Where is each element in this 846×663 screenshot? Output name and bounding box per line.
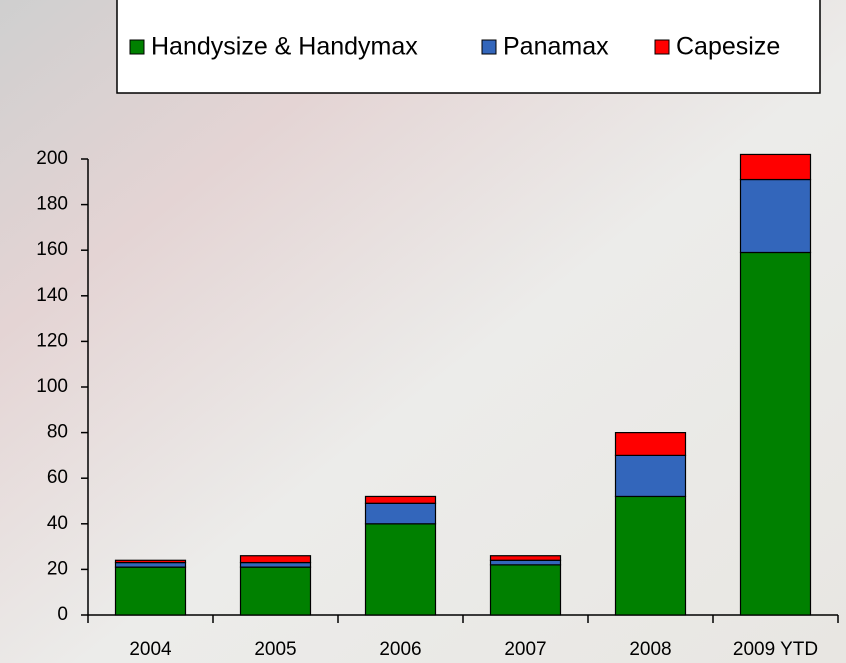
- y-tick-label: 140: [36, 285, 68, 306]
- bar-segment: [366, 503, 436, 524]
- bar-segment: [241, 556, 311, 563]
- y-tick-label: 180: [36, 194, 68, 215]
- y-tick-label: 100: [36, 376, 68, 397]
- bar-segment: [616, 433, 686, 456]
- y-tick-label: 40: [47, 513, 68, 534]
- bar-segment: [116, 567, 186, 615]
- legend-swatch: [482, 40, 496, 54]
- x-tick-label: 2008: [629, 639, 671, 660]
- x-tick-label: 2004: [129, 639, 172, 660]
- bar-segment: [241, 567, 311, 615]
- bar-segment: [491, 556, 561, 561]
- bar-segment: [241, 563, 311, 568]
- bar-segment: [116, 563, 186, 568]
- x-tick-label: 2007: [504, 639, 546, 660]
- bar-segment: [116, 560, 186, 562]
- legend-label: Panamax: [503, 33, 609, 61]
- bar-segment: [366, 496, 436, 503]
- chart: Handysize & Handymax Panamax Capesize 0 20 4…: [0, 0, 846, 663]
- y-tick-label: 20: [47, 558, 68, 579]
- y-tick-label: 0: [57, 604, 68, 625]
- bar-segment: [616, 496, 686, 615]
- legend-swatch: [130, 40, 144, 54]
- y-tick-label: 160: [36, 239, 68, 260]
- bar-segment: [741, 180, 811, 253]
- x-tick-label: 2009 YTD: [733, 639, 818, 660]
- bar-segment: [491, 565, 561, 615]
- y-tick-label: 200: [36, 148, 68, 169]
- x-tick-label: 2005: [254, 639, 296, 660]
- bar-segment: [741, 154, 811, 179]
- legend-swatch: [655, 40, 669, 54]
- y-tick-label: 120: [36, 330, 68, 351]
- legend-label: Handysize & Handymax: [151, 33, 418, 61]
- bar-segment: [741, 252, 811, 615]
- x-tick-label: 2006: [379, 639, 421, 660]
- y-tick-label: 80: [47, 422, 68, 443]
- legend-label: Capesize: [676, 33, 780, 61]
- y-tick-label: 60: [47, 467, 68, 488]
- bar-segment: [366, 524, 436, 615]
- bar-segment: [616, 455, 686, 496]
- bar-segment: [491, 560, 561, 565]
